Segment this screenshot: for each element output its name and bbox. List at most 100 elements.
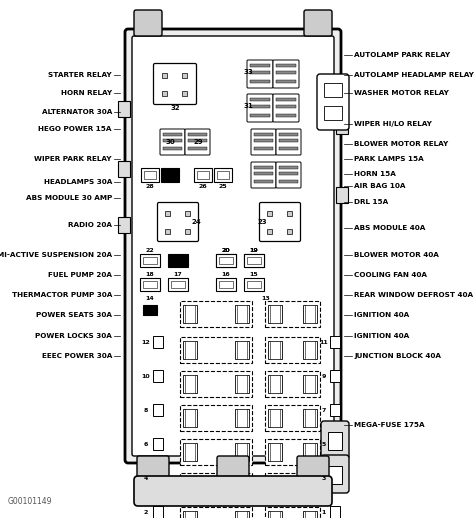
Text: 19: 19 — [250, 248, 258, 252]
Text: AIR BAG 10A: AIR BAG 10A — [354, 183, 405, 190]
Bar — [183, 341, 197, 359]
Bar — [265, 301, 320, 327]
Bar — [216, 278, 236, 291]
Bar — [336, 186, 348, 203]
Bar — [237, 511, 247, 518]
Bar — [180, 337, 252, 363]
Bar — [188, 147, 207, 150]
Bar — [185, 409, 195, 427]
Text: HORN RELAY: HORN RELAY — [61, 90, 112, 96]
Bar — [306, 341, 316, 359]
Bar — [271, 409, 281, 427]
Bar — [237, 409, 247, 427]
Text: RADIO 20A: RADIO 20A — [68, 222, 112, 228]
FancyBboxPatch shape — [137, 456, 169, 484]
FancyBboxPatch shape — [125, 29, 341, 463]
Bar — [183, 305, 197, 323]
Bar — [328, 466, 342, 484]
Bar — [235, 305, 249, 323]
Text: ABS MODULE 30 AMP: ABS MODULE 30 AMP — [26, 195, 112, 202]
Bar — [254, 180, 273, 183]
Bar — [197, 171, 209, 179]
Bar — [267, 210, 273, 215]
Text: STARTER RELAY: STARTER RELAY — [48, 71, 112, 78]
FancyBboxPatch shape — [247, 60, 273, 88]
Bar — [182, 73, 188, 78]
Text: WIPER PARK RELAY: WIPER PARK RELAY — [35, 155, 112, 162]
Text: IGNITION 40A: IGNITION 40A — [354, 312, 409, 319]
Text: HORN 15A: HORN 15A — [354, 170, 396, 177]
Text: 8: 8 — [144, 408, 148, 412]
Bar — [254, 172, 273, 175]
Bar — [268, 443, 283, 461]
Bar — [185, 375, 195, 393]
Bar — [303, 409, 318, 427]
Bar — [163, 91, 167, 95]
Bar — [303, 443, 318, 461]
Text: SEMI-ACTIVE SUSPENSION 20A: SEMI-ACTIVE SUSPENSION 20A — [0, 252, 112, 258]
Bar — [244, 253, 264, 266]
Bar — [324, 106, 342, 120]
Bar — [153, 336, 163, 348]
Bar — [254, 133, 273, 136]
Bar — [303, 305, 318, 323]
FancyBboxPatch shape — [247, 94, 273, 122]
Text: 11: 11 — [319, 339, 328, 344]
Bar — [268, 375, 283, 393]
Bar — [165, 228, 171, 234]
Bar — [279, 180, 298, 183]
Bar — [143, 305, 157, 315]
Bar — [279, 147, 298, 150]
Bar — [214, 168, 232, 182]
Text: 32: 32 — [170, 105, 180, 111]
Bar — [237, 341, 247, 359]
Bar — [330, 472, 340, 484]
FancyBboxPatch shape — [321, 421, 349, 459]
Bar — [271, 477, 281, 495]
Bar — [183, 477, 197, 495]
Text: ALTERNATOR 30A: ALTERNATOR 30A — [42, 109, 112, 115]
FancyBboxPatch shape — [297, 456, 329, 484]
Bar — [219, 281, 233, 287]
FancyBboxPatch shape — [276, 129, 301, 155]
Bar — [235, 443, 249, 461]
Text: 22: 22 — [146, 248, 155, 252]
Bar — [247, 281, 261, 287]
Bar — [265, 439, 320, 465]
Text: COOLING FAN 40A: COOLING FAN 40A — [354, 272, 427, 278]
Text: POWER SEATS 30A: POWER SEATS 30A — [36, 312, 112, 319]
Bar — [180, 473, 252, 499]
Bar — [217, 171, 229, 179]
Bar — [163, 147, 182, 150]
Bar — [306, 443, 316, 461]
FancyBboxPatch shape — [134, 476, 332, 506]
Bar — [185, 443, 195, 461]
Bar — [140, 253, 160, 266]
Bar — [168, 253, 188, 266]
Bar — [306, 477, 316, 495]
Bar — [180, 507, 252, 518]
Bar — [161, 168, 179, 182]
Text: 13: 13 — [262, 295, 270, 300]
Bar — [182, 91, 188, 95]
Bar — [276, 105, 296, 108]
Bar — [276, 98, 296, 101]
Text: 16: 16 — [222, 271, 230, 277]
Text: 4: 4 — [144, 476, 148, 481]
Bar — [303, 375, 318, 393]
Text: 6: 6 — [144, 441, 148, 447]
FancyBboxPatch shape — [251, 129, 276, 155]
Bar — [180, 439, 252, 465]
Text: 10: 10 — [142, 373, 150, 379]
Bar — [180, 371, 252, 397]
Text: WIPER HI/LO RELAY: WIPER HI/LO RELAY — [354, 121, 432, 127]
FancyBboxPatch shape — [132, 36, 334, 456]
Text: 17: 17 — [173, 271, 182, 277]
Bar — [171, 281, 185, 287]
Bar — [265, 507, 320, 518]
Bar — [185, 511, 195, 518]
Bar — [237, 305, 247, 323]
Bar — [237, 443, 247, 461]
Text: 25: 25 — [219, 183, 228, 189]
Text: POWER LOCKS 30A: POWER LOCKS 30A — [35, 333, 112, 339]
